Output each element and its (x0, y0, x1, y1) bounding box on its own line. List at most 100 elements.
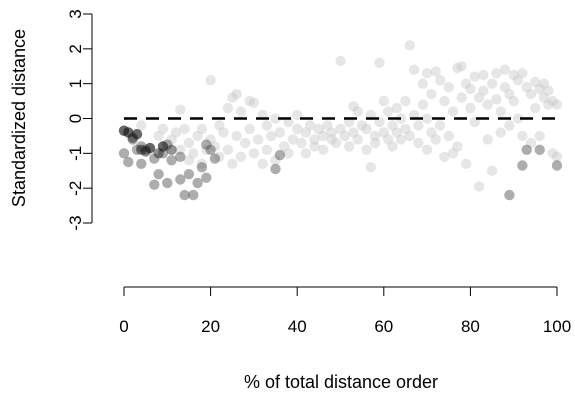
data-point-light (478, 85, 489, 96)
data-point-light (417, 99, 428, 110)
y-ticks: -3 -2 -1 0 1 2 3 (66, 9, 92, 231)
data-point-light (447, 106, 459, 117)
data-point-dark (131, 144, 143, 155)
data-point-light (205, 134, 216, 145)
x-tick-label: 0 (119, 317, 128, 336)
data-point-black (166, 144, 177, 155)
data-point-light (287, 134, 299, 145)
data-point-dark (521, 144, 532, 155)
data-point-dark (127, 134, 138, 145)
data-point-light (530, 102, 541, 114)
data-point-light (322, 120, 333, 131)
data-point-light (491, 68, 502, 79)
data-point-dark (551, 160, 563, 171)
data-point-light (551, 99, 563, 110)
data-point-light (465, 102, 476, 114)
data-point-light (395, 113, 407, 124)
data-point-light (504, 88, 515, 100)
data-point-light (192, 130, 203, 142)
data-point-light (374, 57, 385, 68)
data-point-light (452, 141, 463, 152)
data-point-light (222, 144, 234, 155)
data-point-light (292, 109, 303, 121)
data-point-light (201, 144, 212, 155)
data-point-dark (192, 177, 203, 189)
data-point-light (473, 181, 485, 192)
data-point-dark (166, 155, 177, 166)
x-tick-label: 80 (461, 317, 480, 336)
data-point-light (482, 99, 493, 110)
data-point-light (434, 120, 446, 131)
data-point-light (356, 120, 368, 131)
data-point-dark (201, 172, 212, 183)
data-point-light (495, 106, 506, 117)
data-point-light (222, 102, 234, 114)
data-point-light (283, 148, 294, 159)
data-point-light (400, 95, 411, 107)
y-tick-label: -1 (66, 146, 85, 161)
data-point-dark (136, 141, 147, 152)
data-point-black (123, 127, 134, 138)
data-point-dark (157, 148, 169, 159)
data-point-light (248, 97, 260, 109)
data-point-dark (162, 139, 173, 150)
data-point-light (439, 151, 450, 162)
y-tick-label: 3 (66, 9, 85, 18)
data-point-light (257, 158, 268, 169)
data-point-black (157, 141, 169, 152)
data-point-dark (131, 129, 143, 140)
data-point-light (279, 141, 290, 152)
data-point-light (551, 151, 563, 162)
data-point-dark (504, 189, 515, 201)
data-point-light (430, 134, 441, 145)
data-point-light (430, 66, 441, 77)
data-point-light (391, 102, 402, 114)
data-point-light (183, 137, 195, 149)
data-point-light (508, 95, 519, 107)
y-tick-label: 2 (66, 44, 85, 53)
data-point-dark (270, 163, 281, 175)
data-point-light (378, 127, 389, 138)
data-point-light (348, 101, 359, 112)
data-point-light (478, 69, 489, 81)
data-point-light (240, 137, 251, 149)
data-point-light (196, 158, 208, 169)
data-point-light (179, 123, 190, 135)
data-point-light (300, 148, 312, 159)
data-point-light (157, 123, 169, 135)
data-point-dark (144, 142, 156, 154)
data-point-light (512, 75, 524, 86)
data-point-light (270, 155, 281, 166)
data-point-dark (188, 189, 199, 201)
data-point-light (495, 127, 506, 138)
data-point-light (443, 130, 454, 142)
data-point-light (508, 69, 519, 81)
data-point-light (395, 134, 407, 145)
data-point-light (188, 148, 199, 159)
data-point-light (460, 158, 472, 169)
x-tick-label: 100 (543, 317, 571, 336)
data-point-light (274, 127, 286, 138)
data-point-dark (175, 151, 186, 162)
data-point-light (499, 82, 511, 93)
data-point-dark (149, 153, 160, 164)
data-point-black (118, 125, 130, 136)
data-point-light (473, 92, 485, 103)
data-point-dark (123, 127, 134, 138)
data-point-light (318, 130, 329, 142)
data-point-light (335, 123, 346, 135)
data-point-light (499, 64, 511, 75)
data-point-dark (157, 141, 169, 152)
data-point-light (530, 76, 541, 88)
data-point-light (361, 123, 372, 135)
data-point-dark (123, 156, 134, 168)
data-point-dark (205, 144, 216, 155)
data-point-black (131, 129, 143, 140)
data-point-black (127, 132, 138, 143)
data-point-light (248, 148, 260, 159)
data-point-light (296, 137, 307, 149)
data-point-dark (534, 144, 545, 155)
data-point-light (261, 120, 273, 131)
y-axis: -3 -2 -1 0 1 2 3 (66, 9, 93, 231)
scatter-points (118, 40, 563, 201)
